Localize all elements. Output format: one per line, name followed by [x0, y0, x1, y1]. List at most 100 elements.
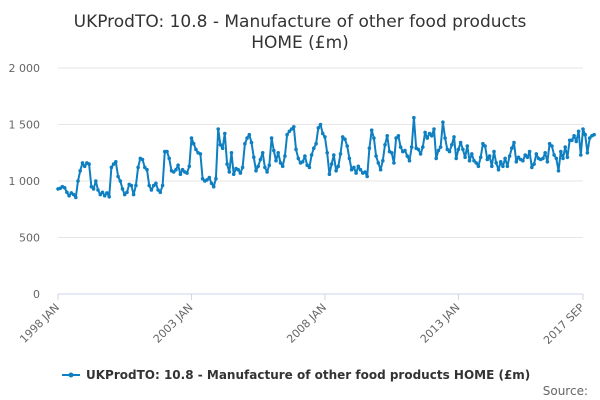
- data-point[interactable]: [474, 161, 479, 165]
- data-point[interactable]: [243, 141, 247, 146]
- data-point[interactable]: [98, 192, 103, 197]
- data-point[interactable]: [530, 165, 534, 170]
- data-point[interactable]: [416, 147, 421, 152]
- data-point[interactable]: [576, 129, 581, 134]
- data-point[interactable]: [260, 151, 265, 155]
- data-point[interactable]: [87, 162, 91, 166]
- data-point[interactable]: [71, 192, 76, 197]
- data-point[interactable]: [478, 155, 483, 160]
- data-point[interactable]: [523, 153, 527, 157]
- data-point[interactable]: [585, 151, 590, 155]
- data-point[interactable]: [498, 160, 503, 164]
- data-point[interactable]: [514, 160, 519, 164]
- data-point[interactable]: [550, 144, 554, 148]
- data-point[interactable]: [412, 115, 416, 120]
- data-point[interactable]: [521, 158, 525, 163]
- data-point[interactable]: [496, 167, 501, 172]
- data-point[interactable]: [149, 188, 154, 192]
- data-point[interactable]: [423, 130, 427, 135]
- data-point[interactable]: [125, 190, 129, 195]
- data-point[interactable]: [345, 144, 350, 148]
- data-point[interactable]: [158, 190, 163, 195]
- data-point[interactable]: [178, 172, 183, 176]
- data-point[interactable]: [136, 165, 140, 170]
- data-point[interactable]: [254, 169, 258, 173]
- data-point[interactable]: [82, 164, 87, 169]
- data-point[interactable]: [207, 175, 212, 180]
- data-point[interactable]: [62, 186, 67, 190]
- data-point[interactable]: [229, 151, 234, 155]
- data-point[interactable]: [74, 195, 78, 200]
- data-point[interactable]: [218, 143, 223, 147]
- data-point[interactable]: [80, 161, 85, 165]
- data-point[interactable]: [122, 192, 127, 197]
- data-point[interactable]: [258, 157, 263, 162]
- data-point[interactable]: [154, 181, 158, 186]
- data-point[interactable]: [272, 148, 276, 153]
- data-point[interactable]: [343, 137, 347, 141]
- data-point[interactable]: [316, 126, 321, 130]
- data-point[interactable]: [116, 174, 120, 179]
- data-point[interactable]: [312, 146, 316, 150]
- data-point[interactable]: [285, 132, 289, 137]
- data-point[interactable]: [107, 195, 111, 199]
- data-point[interactable]: [200, 176, 205, 181]
- data-point[interactable]: [492, 149, 496, 154]
- data-point[interactable]: [541, 156, 545, 161]
- data-point[interactable]: [445, 147, 450, 152]
- data-point[interactable]: [309, 153, 314, 157]
- data-point[interactable]: [227, 170, 232, 174]
- data-point[interactable]: [300, 160, 305, 164]
- data-point[interactable]: [458, 140, 463, 145]
- data-point[interactable]: [78, 169, 82, 173]
- data-point[interactable]: [583, 132, 587, 137]
- data-point[interactable]: [465, 144, 470, 148]
- data-point[interactable]: [340, 135, 345, 139]
- data-point[interactable]: [240, 165, 245, 170]
- data-point[interactable]: [120, 187, 125, 191]
- data-point[interactable]: [265, 170, 269, 174]
- data-point[interactable]: [225, 162, 229, 166]
- data-point[interactable]: [94, 179, 98, 183]
- data-point[interactable]: [389, 151, 394, 155]
- data-point[interactable]: [392, 161, 396, 165]
- data-point[interactable]: [231, 172, 236, 176]
- data-point[interactable]: [365, 174, 370, 179]
- data-point[interactable]: [579, 153, 583, 157]
- data-point[interactable]: [434, 156, 439, 161]
- data-point[interactable]: [487, 154, 492, 158]
- data-point[interactable]: [438, 145, 443, 149]
- data-point[interactable]: [574, 139, 579, 144]
- data-point[interactable]: [369, 128, 374, 132]
- data-point[interactable]: [187, 164, 192, 169]
- data-point[interactable]: [398, 145, 403, 149]
- data-point[interactable]: [305, 163, 310, 167]
- data-point[interactable]: [171, 170, 176, 174]
- data-point[interactable]: [105, 191, 109, 195]
- data-point[interactable]: [114, 160, 118, 164]
- data-point[interactable]: [176, 163, 180, 167]
- data-point[interactable]: [352, 165, 356, 170]
- data-point[interactable]: [223, 131, 227, 136]
- data-point[interactable]: [385, 134, 390, 138]
- data-point[interactable]: [485, 157, 490, 162]
- data-point[interactable]: [443, 136, 447, 140]
- data-point[interactable]: [134, 183, 138, 188]
- data-point[interactable]: [552, 153, 556, 157]
- data-point[interactable]: [452, 135, 456, 139]
- data-point[interactable]: [314, 141, 318, 146]
- data-point[interactable]: [292, 125, 296, 129]
- data-point[interactable]: [238, 171, 243, 175]
- data-point[interactable]: [287, 129, 292, 134]
- data-point[interactable]: [274, 158, 278, 163]
- data-point[interactable]: [432, 127, 436, 131]
- data-point[interactable]: [421, 145, 425, 149]
- data-point[interactable]: [76, 179, 80, 183]
- data-point[interactable]: [543, 151, 547, 155]
- data-point[interactable]: [180, 167, 185, 172]
- data-point[interactable]: [358, 167, 363, 172]
- data-point[interactable]: [327, 172, 332, 176]
- data-point[interactable]: [396, 134, 401, 138]
- data-point[interactable]: [450, 143, 454, 147]
- data-point[interactable]: [174, 167, 178, 172]
